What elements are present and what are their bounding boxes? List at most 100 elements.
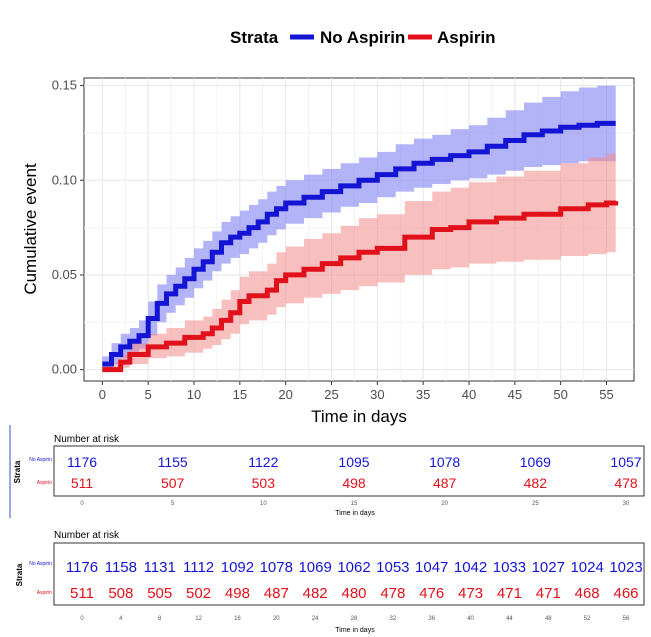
risk-table-2-row-label-aspirin: Aspirin	[37, 590, 53, 596]
risk-tick-label: 20	[273, 616, 280, 622]
y-tick-label: 0.05	[52, 267, 77, 282]
risk-tick-label: 10	[260, 501, 267, 507]
risk-count-aspirin: 487	[264, 585, 289, 602]
risk-count-no-aspirin: 1057	[610, 454, 641, 470]
risk-tick-label: 24	[312, 616, 319, 622]
risk-count-aspirin: 511	[70, 585, 94, 602]
risk-tick-label: 15	[351, 501, 358, 507]
legend-label-aspirin: Aspirin	[437, 28, 496, 47]
risk-count-aspirin: 503	[252, 475, 276, 491]
risk-count-no-aspirin: 1069	[298, 559, 331, 576]
risk-tick-label: 44	[506, 616, 513, 622]
risk-table-1-title: Number at risk	[54, 434, 120, 445]
risk-count-no-aspirin: 1033	[493, 559, 526, 576]
risk-tick-label: 5	[171, 501, 175, 507]
risk-count-no-aspirin: 1062	[337, 559, 370, 576]
x-tick-label: 35	[416, 387, 430, 402]
risk-count-no-aspirin: 1122	[248, 454, 278, 470]
x-tick-label: 30	[370, 387, 384, 402]
risk-table-1-xlabel: Time in days	[335, 510, 375, 517]
risk-table-2-xlabel: Time in days	[335, 627, 375, 634]
y-tick-label: 0.10	[52, 172, 77, 187]
x-tick-label: 15	[233, 387, 247, 402]
risk-tick-label: 16	[234, 616, 241, 622]
risk-count-no-aspirin: 1131	[144, 559, 176, 576]
risk-table-1-ticks: 0 5 10 15 20 25 30	[80, 501, 630, 507]
x-tick-label: 40	[462, 387, 476, 402]
risk-tick-label: 4	[119, 616, 123, 622]
risk-count-aspirin: 478	[614, 475, 638, 491]
risk-count-aspirin: 480	[341, 585, 366, 602]
legend-label-no-aspirin: No Aspirin	[320, 28, 405, 47]
risk-count-no-aspirin: 1047	[415, 559, 448, 576]
risk-count-no-aspirin: 1176	[66, 559, 98, 576]
risk-count-aspirin: 473	[458, 585, 483, 602]
risk-table-2-row-label-no-aspirin: No Aspirin	[29, 561, 52, 567]
survival-curves	[102, 120, 619, 373]
risk-count-aspirin: 498	[225, 585, 250, 602]
x-tick-label: 45	[508, 387, 522, 402]
risk-count-no-aspirin: 1078	[260, 559, 293, 576]
x-tick-label: 0	[99, 387, 106, 402]
risk-count-no-aspirin: 1092	[221, 559, 254, 576]
risk-tick-label: 40	[467, 616, 474, 622]
x-tick-label: 10	[187, 387, 201, 402]
risk-table-1: Number at risk Strata No Aspirin Aspirin…	[9, 425, 645, 518]
risk-count-aspirin: 482	[524, 475, 548, 491]
risk-count-aspirin: 471	[497, 585, 522, 602]
risk-tick-label: 8	[158, 616, 162, 622]
risk-count-aspirin: 498	[342, 475, 366, 491]
risk-tick-label: 25	[532, 501, 539, 507]
y-axis-label: Cumulative event	[21, 163, 40, 295]
risk-count-no-aspirin: 1158	[105, 559, 137, 576]
x-tick-label: 5	[145, 387, 152, 402]
risk-table-2-title: Number at risk	[54, 530, 120, 541]
legend-title: Strata	[230, 28, 279, 47]
risk-tick-label: 0	[80, 501, 84, 507]
risk-count-no-aspirin: 1069	[520, 454, 551, 470]
curve-aspirin	[102, 200, 619, 373]
risk-count-aspirin: 508	[108, 585, 133, 602]
risk-table-2-ticks: 0 4 8 12 16 20 24 28 32 36 40 44 48 52 56	[80, 616, 630, 622]
y-axis-ticks: 0.00 0.05 0.10 0.15	[52, 78, 84, 377]
risk-table-2-cells: 1176 511 1158 508 1131 505 1112 502 1092 498 1078 4…	[66, 559, 643, 602]
risk-count-no-aspirin: 1023	[609, 559, 642, 576]
risk-count-aspirin: 505	[147, 585, 172, 602]
risk-tick-label: 52	[584, 616, 591, 622]
risk-table-2-strata-label: Strata	[15, 563, 24, 586]
plot-panel: 0 5 10 15 20 25 30 35 40 45 50 55 0.000.050.100.15 …	[21, 77, 635, 426]
risk-table-1-strata-label: Strata	[13, 460, 22, 483]
risk-tick-label: 30	[623, 501, 630, 507]
risk-count-aspirin: 468	[575, 585, 600, 602]
y-tick-label: 0.00	[52, 362, 77, 377]
risk-tick-label: 20	[441, 501, 448, 507]
risk-count-aspirin: 478	[380, 585, 405, 602]
risk-count-no-aspirin: 1078	[429, 454, 460, 470]
risk-count-aspirin: 502	[186, 585, 211, 602]
y-tick-label: 0.15	[52, 78, 77, 93]
risk-table-1-row-label-no-aspirin: No Aspirin	[29, 457, 52, 463]
risk-table-1-cells: 1176 511 1155 507 1122 503 1095 498 1078 487 1069 4…	[67, 454, 642, 491]
risk-count-no-aspirin: 1042	[454, 559, 487, 576]
risk-count-aspirin: 511	[71, 475, 94, 491]
legend: Strata No Aspirin Aspirin	[230, 28, 496, 47]
risk-count-aspirin: 471	[536, 585, 561, 602]
risk-tick-label: 0	[80, 616, 84, 622]
risk-tick-label: 36	[428, 616, 435, 622]
x-tick-label: 25	[324, 387, 338, 402]
x-axis-ticks: 0 5 10 15 20 25 30 35 40 45 50 55	[99, 381, 614, 402]
confidence-band-no-aspirin	[102, 85, 616, 370]
curve-no-aspirin	[102, 120, 616, 367]
risk-count-no-aspirin: 1176	[67, 454, 97, 470]
risk-tick-label: 28	[351, 616, 358, 622]
risk-count-aspirin: 507	[161, 475, 185, 491]
risk-count-no-aspirin: 1027	[532, 559, 565, 576]
risk-tick-label: 12	[195, 616, 202, 622]
x-tick-label: 20	[278, 387, 292, 402]
risk-table-1-row-label-aspirin: Aspirin	[37, 480, 53, 486]
x-axis-label: Time in days	[311, 407, 407, 426]
risk-table-2: Number at risk Strata No Aspirin Aspirin…	[15, 530, 645, 634]
risk-count-no-aspirin: 1155	[158, 454, 188, 470]
risk-count-no-aspirin: 1112	[183, 559, 214, 576]
